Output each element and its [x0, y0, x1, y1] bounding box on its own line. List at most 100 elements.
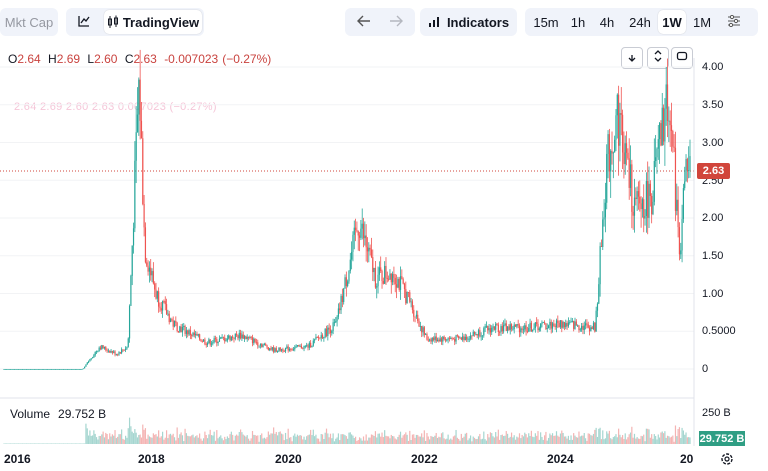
- candle-body: [632, 211, 634, 216]
- candle-body: [493, 326, 495, 330]
- candle-body: [237, 335, 239, 339]
- mktcap-button[interactable]: Mkt Cap: [4, 14, 54, 30]
- interval-1m[interactable]: 1M: [692, 14, 712, 30]
- candle-body: [171, 319, 173, 321]
- candle-body: [169, 319, 172, 323]
- volume-bar: [43, 443, 45, 444]
- volume-bar: [87, 435, 90, 444]
- interval-1w[interactable]: 1W: [658, 10, 686, 34]
- volume-bar: [37, 443, 39, 444]
- candle-body: [357, 231, 359, 236]
- candle-body: [336, 316, 338, 322]
- volume-bar: [460, 433, 462, 444]
- candle-body: [36, 369, 38, 370]
- volume-bar: [620, 437, 622, 444]
- settings-button[interactable]: [718, 10, 750, 34]
- volume-bar: [594, 429, 596, 444]
- reset-button[interactable]: [671, 47, 693, 69]
- volume-bar: [144, 428, 147, 444]
- volume-bar: [481, 438, 484, 444]
- candle-body: [639, 196, 641, 204]
- candle-body: [431, 337, 433, 342]
- back-button[interactable]: [348, 10, 380, 34]
- volume-bar: [250, 438, 252, 444]
- candle-body: [479, 330, 481, 337]
- volume-bar: [94, 433, 96, 444]
- candle-body: [415, 314, 417, 317]
- candle-body: [376, 286, 378, 288]
- interval-4h[interactable]: 4h: [599, 14, 615, 30]
- candle-body: [262, 344, 264, 347]
- candle-body: [370, 249, 373, 258]
- volume-bar: [299, 434, 301, 444]
- candle-body: [678, 227, 681, 255]
- indicators-icon: [428, 16, 442, 28]
- candle-body: [64, 369, 66, 370]
- volume-bar: [130, 426, 132, 444]
- volume-bar: [409, 430, 411, 444]
- candle-body: [481, 335, 484, 337]
- volume-bar: [220, 435, 222, 444]
- candle-body: [436, 339, 439, 342]
- candle-body: [620, 113, 622, 115]
- volume-bar: [110, 436, 112, 444]
- candle-body: [8, 369, 10, 370]
- candle-body: [132, 228, 135, 246]
- volume-bar: [602, 430, 604, 444]
- volume-bar: [125, 435, 127, 444]
- candle-body: [295, 346, 297, 348]
- candle-body: [362, 223, 365, 239]
- fullscreen-button[interactable]: [647, 47, 669, 69]
- volume-bar: [237, 435, 239, 444]
- chart-settings-button[interactable]: [720, 452, 734, 471]
- indicators-button[interactable]: Indicators: [422, 10, 515, 34]
- volume-bar: [180, 432, 182, 444]
- volume-bar: [197, 437, 199, 444]
- volume-bar: [40, 443, 42, 444]
- volume-bar: [633, 433, 636, 444]
- candle-body: [447, 338, 449, 340]
- candle-body: [586, 323, 588, 325]
- volume-bar: [505, 431, 507, 444]
- volume-bar: [651, 434, 653, 444]
- volume-bar: [487, 434, 489, 444]
- candle-body: [483, 328, 485, 336]
- volume-bar: [232, 434, 234, 444]
- interval-24h[interactable]: 24h: [629, 14, 651, 30]
- candle-body: [592, 322, 595, 330]
- volume-bar: [348, 432, 350, 444]
- volume-bar: [432, 437, 435, 444]
- candle-body: [69, 369, 71, 370]
- volume-bar: [70, 443, 73, 444]
- candle-body: [369, 247, 371, 250]
- line-chart-button[interactable]: [68, 10, 100, 34]
- volume-bar: [517, 437, 519, 444]
- candle-body: [40, 369, 42, 370]
- volume-bar: [582, 435, 584, 444]
- volume-bar: [621, 435, 624, 444]
- volume-bar: [625, 439, 628, 444]
- volume-bar: [188, 436, 190, 444]
- candle-body: [410, 301, 412, 303]
- interval-15m[interactable]: 15m: [533, 14, 559, 30]
- interval-1h[interactable]: 1h: [570, 14, 586, 30]
- volume-bar: [413, 434, 415, 444]
- forward-button[interactable]: [380, 10, 412, 34]
- volume-bar: [195, 436, 197, 444]
- volume-bar: [132, 433, 135, 444]
- candle-body: [442, 336, 444, 342]
- volume-bar: [581, 435, 583, 444]
- candle-body: [202, 339, 205, 342]
- volume-bar: [175, 440, 177, 444]
- collapse-button[interactable]: [621, 47, 643, 69]
- candle-body: [148, 267, 150, 272]
- volume-bar: [666, 435, 669, 444]
- candle-body: [339, 308, 341, 311]
- volume-bar: [294, 433, 296, 444]
- volume-bar: [565, 436, 567, 444]
- candle-body: [77, 369, 79, 370]
- tradingview-button[interactable]: TradingView: [104, 10, 202, 34]
- candle-body: [621, 114, 624, 153]
- volume-bar: [221, 438, 223, 444]
